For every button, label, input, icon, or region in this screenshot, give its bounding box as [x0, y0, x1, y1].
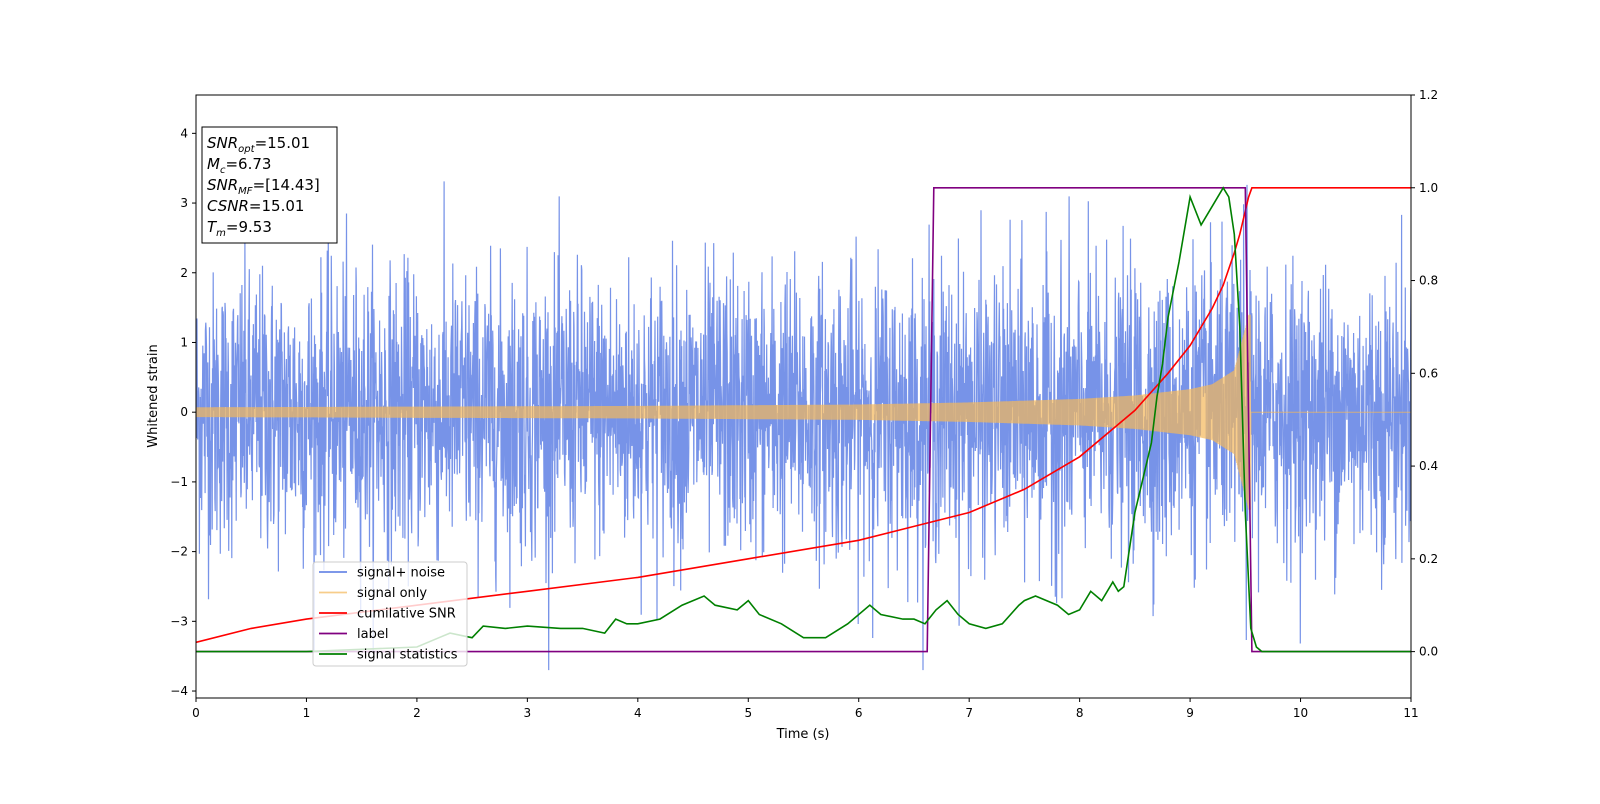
annotation-line: Mc=6.73	[207, 155, 271, 176]
y2-tick-label: 0.2	[1419, 552, 1438, 566]
x-tick-label: 1	[303, 706, 311, 720]
series-cumulative-snr-line	[196, 187, 1411, 644]
legend-label: signal+ noise	[357, 566, 445, 581]
y2-tick-label: 1.0	[1419, 181, 1438, 195]
x-tick-label: 5	[744, 706, 752, 720]
y-tick-label: −1	[170, 475, 188, 489]
series-group	[196, 181, 1411, 671]
annotation-line: Tm=9.53	[207, 218, 272, 239]
x-tick-label: 9	[1186, 706, 1194, 720]
series-signal-statistics-line	[196, 186, 1411, 653]
y-tick-label: 2	[180, 266, 188, 280]
y2-tick-label: 1.2	[1419, 88, 1438, 102]
legend-label: cumilative SNR	[357, 607, 456, 622]
series-signal-only-line	[196, 314, 1411, 510]
x-tick-label: 3	[524, 706, 532, 720]
x-tick-label: 6	[855, 706, 863, 720]
y-tick-label: −3	[170, 614, 188, 628]
x-tick-label: 11	[1403, 706, 1418, 720]
annotation-line: SNRopt=15.01	[207, 134, 310, 155]
annotation-frame	[201, 126, 338, 244]
x-tick-label: 4	[634, 706, 642, 720]
y-tick-label: −2	[170, 545, 188, 559]
axes-layer: 0 1 2 3 4 5 6 7 8 9 10 11 −4 −3 −2 −1 0 1 2 3 4 0.0 0.2 0.4 0.6 0…	[170, 88, 1438, 720]
y-tick-label: 1	[180, 335, 188, 349]
y-tick-label: −4	[170, 684, 188, 698]
x-tick-label: 2	[413, 706, 421, 720]
x-tick-label: 10	[1293, 706, 1308, 720]
y2-tick-label: 0.4	[1419, 459, 1438, 473]
x-tick-label: 7	[965, 706, 973, 720]
legend: signal+ noise signal only cumilative SNR la…	[312, 561, 468, 667]
x-tick-label: 8	[1076, 706, 1084, 720]
legend-label: signal statistics	[357, 648, 458, 663]
y-axis-label: Whitened strain	[146, 344, 161, 447]
annotation-line: SNRMF=[14.43]	[207, 176, 320, 197]
legend-label: signal only	[357, 586, 427, 601]
y2-tick-label: 0.0	[1419, 645, 1438, 659]
plot-frame	[195, 94, 1412, 699]
y-tick-label: 3	[180, 196, 188, 210]
x-axis-label: Time (s)	[776, 727, 830, 742]
y2-tick-label: 0.8	[1419, 274, 1438, 288]
annotation-line: CSNR=15.01	[207, 197, 304, 215]
y-tick-label: 4	[180, 126, 188, 140]
legend-frame	[312, 561, 468, 667]
annotation-box: SNRopt=15.01Mc=6.73SNRMF=[14.43]CSNR=15.…	[201, 126, 338, 244]
legend-label: label	[357, 627, 388, 642]
y2-tick-label: 0.6	[1419, 366, 1438, 380]
data-layer	[196, 181, 1411, 671]
x-tick-label: 0	[192, 706, 200, 720]
y-tick-label: 0	[180, 405, 188, 419]
